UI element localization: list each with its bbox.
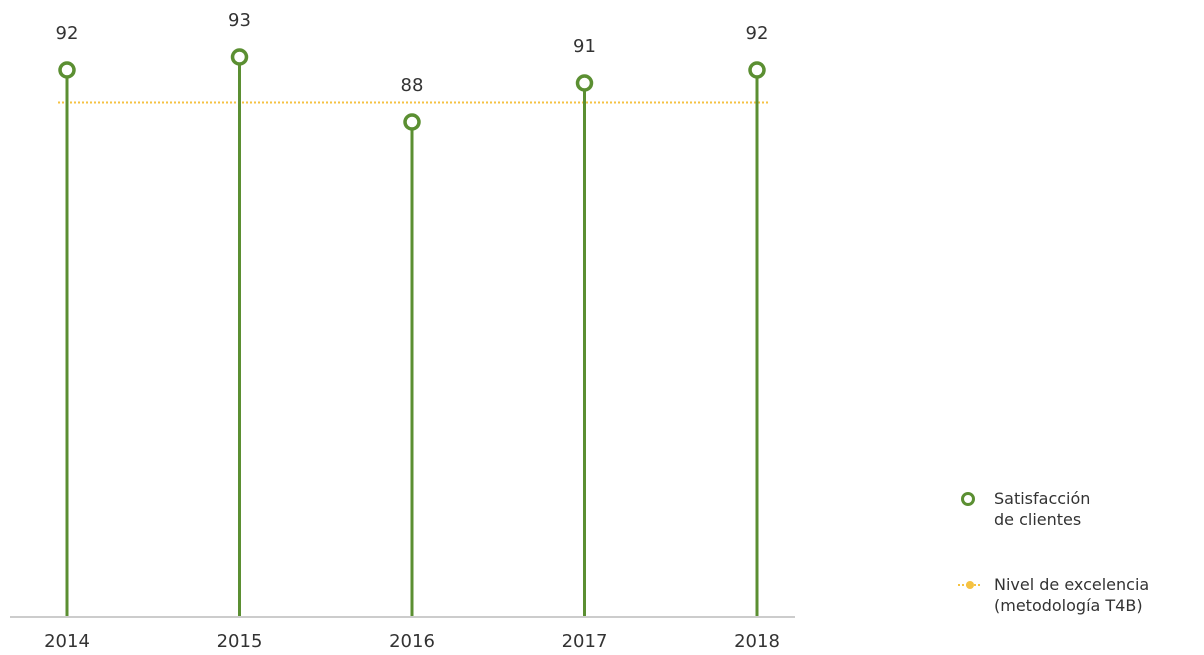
x-tick-label: 2016 xyxy=(389,631,435,652)
data-label: 93 xyxy=(228,10,251,31)
legend-label: Nivel de excelencia (metodología T4B) xyxy=(994,575,1150,615)
legend-symbol xyxy=(958,581,982,589)
legend-item: Nivel de excelencia (metodología T4B) xyxy=(958,574,1169,616)
legend-marker xyxy=(961,492,975,506)
marker xyxy=(403,113,421,131)
x-tick-label: 2017 xyxy=(562,631,608,652)
marker xyxy=(575,74,594,92)
data-label: 91 xyxy=(573,36,596,57)
legend-item: Satisfacción de clientes xyxy=(958,488,1104,530)
data-label: 92 xyxy=(56,23,79,44)
data-label: 92 xyxy=(746,23,769,44)
x-tick-label: 2018 xyxy=(734,631,780,652)
marker xyxy=(230,48,249,66)
legend-symbol xyxy=(961,492,975,506)
data-label: 88 xyxy=(401,75,424,96)
x-tick-label: 2014 xyxy=(44,631,90,652)
x-tick-label: 2015 xyxy=(217,631,263,652)
marker xyxy=(748,61,766,79)
legend-marker xyxy=(966,581,974,589)
legend-label: Satisfacción de clientes xyxy=(994,489,1091,529)
marker xyxy=(58,61,76,79)
